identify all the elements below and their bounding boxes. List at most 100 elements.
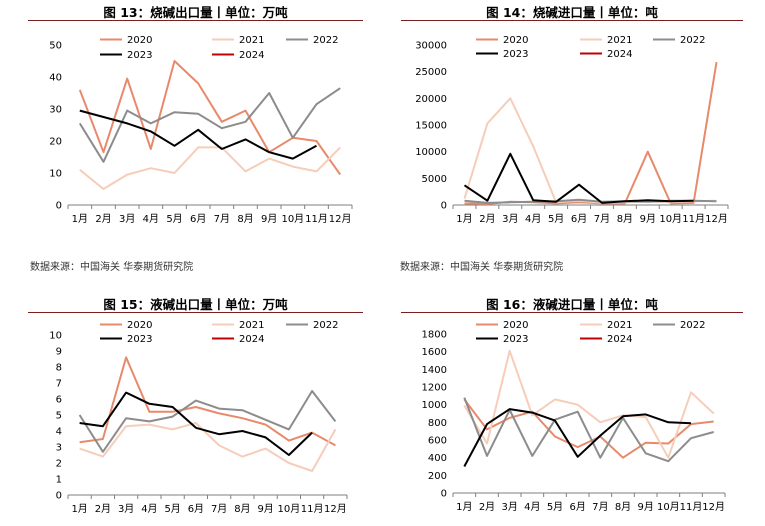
chart-title-bar: 图 15：液碱出口量丨单位：万吨 bbox=[28, 292, 363, 313]
series-line-2020 bbox=[78, 60, 342, 176]
series-line-2023 bbox=[463, 152, 694, 204]
legend-label-2023: 2023 bbox=[503, 334, 528, 345]
chart-16: 0 200 400 600 800 1000 1200 1400 1600 1800 1月 2月 3月 4… bbox=[422, 320, 726, 513]
x-tick-label: 4月 bbox=[143, 213, 159, 225]
series-line-2023 bbox=[463, 408, 692, 467]
x-tick-label: 12月 bbox=[329, 213, 352, 225]
y-tick-label: 40 bbox=[49, 73, 62, 84]
legend-label-2023: 2023 bbox=[503, 49, 528, 60]
x-tick-label: 11月 bbox=[301, 503, 324, 515]
x-tick-label: 12月 bbox=[705, 213, 728, 225]
x-tick-label: 1月 bbox=[71, 503, 87, 515]
series-line-2020 bbox=[464, 61, 718, 205]
chart-panel-13: 图 13：烧碱出口量丨单位：万吨 0 10 20 30 40 50 1月 2月 3月 4月 5月 6月… bbox=[0, 0, 382, 275]
y-tick-label: 600 bbox=[428, 436, 447, 447]
legend-label-2021: 2021 bbox=[239, 320, 264, 331]
y-tick-label: 1200 bbox=[422, 383, 447, 394]
y-tick-label: 1000 bbox=[422, 400, 447, 411]
y-tick-label: 400 bbox=[428, 453, 447, 464]
series-line-2022 bbox=[78, 390, 337, 453]
legend-label-2023: 2023 bbox=[127, 334, 152, 345]
y-tick-label: 2 bbox=[56, 459, 62, 470]
legend-label-2022: 2022 bbox=[313, 35, 338, 46]
y-tick-label: 5000 bbox=[422, 174, 447, 185]
legend-label-2021: 2021 bbox=[607, 35, 632, 46]
x-tick-label: 2月 bbox=[95, 213, 111, 225]
x-tick-label: 12月 bbox=[324, 503, 347, 515]
y-tick-label: 0 bbox=[56, 491, 62, 502]
y-tick-label: 10000 bbox=[415, 147, 447, 158]
chart-source: 数据来源：中国海关 华泰期货研究院 bbox=[30, 262, 194, 273]
x-tick-label: 1月 bbox=[456, 213, 472, 225]
legend-label-2020: 2020 bbox=[127, 320, 152, 331]
series-line-2020 bbox=[463, 398, 714, 459]
y-tick-label: 3 bbox=[56, 443, 62, 454]
y-tick-label: 1 bbox=[56, 475, 62, 486]
series-line-2023 bbox=[79, 109, 317, 160]
y-tick-label: 30000 bbox=[415, 41, 447, 52]
x-tick-label: 10月 bbox=[657, 501, 680, 513]
y-tick-label: 8 bbox=[56, 363, 62, 374]
x-tick-label: 3月 bbox=[501, 501, 517, 513]
x-tick-label: 11月 bbox=[682, 213, 705, 225]
chart-title: 图 15：液碱出口量丨单位：万吨 bbox=[103, 297, 288, 312]
x-tick-label: 7月 bbox=[594, 213, 610, 225]
series-line-2022 bbox=[78, 87, 341, 163]
x-tick-label: 6月 bbox=[571, 213, 587, 225]
chart-panel-16: 图 16：液碱进口量丨单位：吨 0 200 400 600 800 1000 1200 140… bbox=[383, 292, 765, 526]
series-line-2021 bbox=[463, 349, 715, 459]
chart-panel-14: 图 14：烧碱进口量丨单位：吨 0 5000 10000 15000 20000 2500… bbox=[383, 0, 765, 275]
y-tick-label: 9 bbox=[56, 347, 62, 358]
x-tick-label: 2月 bbox=[479, 213, 495, 225]
x-tick-label: 5月 bbox=[548, 213, 564, 225]
y-tick-label: 1600 bbox=[422, 347, 447, 358]
y-tick-label: 7 bbox=[56, 379, 62, 390]
chart-15: 0 1 2 3 4 5 6 7 8 9 10 1月 2月 3月 4月 5月 6月 7月 8月 9月 10月 11月 12月 2… bbox=[49, 320, 348, 515]
series-line-2020 bbox=[79, 356, 336, 447]
x-tick-label: 8月 bbox=[234, 503, 250, 515]
y-tick-label: 25000 bbox=[415, 67, 447, 78]
x-tick-label: 2月 bbox=[479, 501, 495, 513]
x-tick-label: 9月 bbox=[257, 503, 273, 515]
legend-label-2024: 2024 bbox=[607, 334, 632, 345]
legend-label-2024: 2024 bbox=[607, 49, 632, 60]
x-tick-label: 4月 bbox=[524, 501, 540, 513]
y-tick-label: 50 bbox=[49, 41, 62, 52]
series-line-2021 bbox=[79, 146, 341, 190]
x-tick-label: 10月 bbox=[659, 213, 682, 225]
legend-label-2020: 2020 bbox=[503, 320, 528, 331]
x-tick-label: 6月 bbox=[188, 503, 204, 515]
chart-title-bar: 图 16：液碱进口量丨单位：吨 bbox=[401, 292, 743, 313]
chart-panel-15: 图 15：液碱出口量丨单位：万吨 0 1 2 3 4 5 6 7 8 9 10 1月 2月 3月 4月 5月 6… bbox=[0, 292, 382, 526]
y-tick-label: 5 bbox=[56, 411, 62, 422]
y-tick-label: 20000 bbox=[415, 94, 447, 105]
x-tick-label: 3月 bbox=[119, 213, 135, 225]
legend-label-2021: 2021 bbox=[239, 35, 264, 46]
x-tick-label: 9月 bbox=[640, 213, 656, 225]
x-tick-label: 9月 bbox=[261, 213, 277, 225]
y-tick-label: 1400 bbox=[422, 365, 447, 376]
x-tick-label: 7月 bbox=[211, 503, 227, 515]
x-tick-label: 2月 bbox=[95, 503, 111, 515]
x-tick-label: 10月 bbox=[281, 213, 304, 225]
series-line-2021 bbox=[463, 97, 717, 204]
x-tick-label: 9月 bbox=[637, 501, 653, 513]
x-tick-label: 3月 bbox=[502, 213, 518, 225]
x-tick-label: 8月 bbox=[237, 213, 253, 225]
x-tick-label: 6月 bbox=[569, 501, 585, 513]
legend-label-2024: 2024 bbox=[239, 334, 264, 345]
x-tick-label: 5月 bbox=[164, 503, 180, 515]
x-tick-label: 11月 bbox=[680, 501, 703, 513]
legend-label-2021: 2021 bbox=[607, 320, 632, 331]
chart-title: 图 14：烧碱进口量丨单位：吨 bbox=[486, 5, 658, 20]
y-tick-label: 200 bbox=[428, 471, 447, 482]
y-tick-label: 10 bbox=[49, 169, 62, 180]
y-tick-label: 0 bbox=[56, 201, 62, 212]
legend-label-2022: 2022 bbox=[680, 35, 705, 46]
chart-title-bar: 图 14：烧碱进口量丨单位：吨 bbox=[401, 0, 743, 21]
series-line-2021 bbox=[79, 422, 337, 472]
y-tick-label: 800 bbox=[428, 418, 447, 429]
chart-source: 数据来源：中国海关 华泰期货研究院 bbox=[400, 262, 564, 273]
series-line-2022 bbox=[463, 397, 714, 463]
x-tick-label: 5月 bbox=[547, 501, 563, 513]
